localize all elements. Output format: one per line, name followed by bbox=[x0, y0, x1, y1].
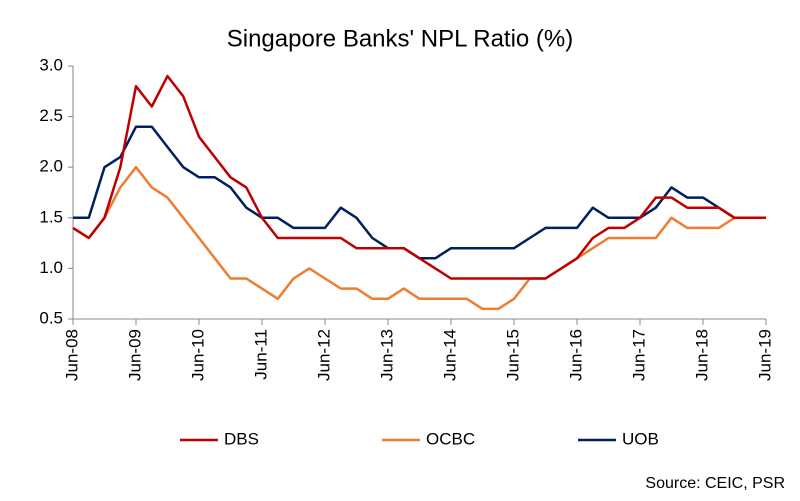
y-tick-label: 3.0 bbox=[39, 55, 63, 74]
y-tick-label: 1.0 bbox=[39, 258, 63, 277]
line-series bbox=[72, 74, 766, 280]
y-tick-label: 1.5 bbox=[39, 207, 63, 226]
x-tick-label: Jun-08 bbox=[62, 329, 81, 381]
x-tick-label: Jun-19 bbox=[755, 329, 774, 381]
y-tick-label: 0.5 bbox=[39, 308, 63, 327]
legend-label: OCBC bbox=[426, 429, 475, 448]
x-tick-label: Jun-10 bbox=[188, 329, 207, 381]
x-tick-label: Jun-09 bbox=[125, 329, 144, 381]
y-tick-label: 2.5 bbox=[39, 106, 63, 125]
line-series bbox=[73, 125, 766, 260]
legend-label: DBS bbox=[224, 429, 259, 448]
x-tick-label: Jun-15 bbox=[503, 329, 522, 381]
x-tick-label: Jun-16 bbox=[566, 329, 585, 381]
x-tick-label: Jun-11 bbox=[251, 329, 270, 380]
y-tick-label: 2.0 bbox=[39, 157, 63, 176]
legend-label: UOB bbox=[622, 429, 659, 448]
source-note: Source: CEIC, PSR bbox=[645, 475, 785, 492]
x-tick-label: Jun-18 bbox=[692, 329, 711, 381]
x-tick-label: Jun-13 bbox=[377, 329, 396, 381]
chart-title: Singapore Banks' NPL Ratio (%) bbox=[227, 25, 574, 52]
x-tick-label: Jun-14 bbox=[440, 329, 459, 381]
x-tick-label: Jun-12 bbox=[314, 329, 333, 381]
x-tick-label: Jun-17 bbox=[629, 329, 648, 381]
line-series bbox=[72, 165, 766, 311]
